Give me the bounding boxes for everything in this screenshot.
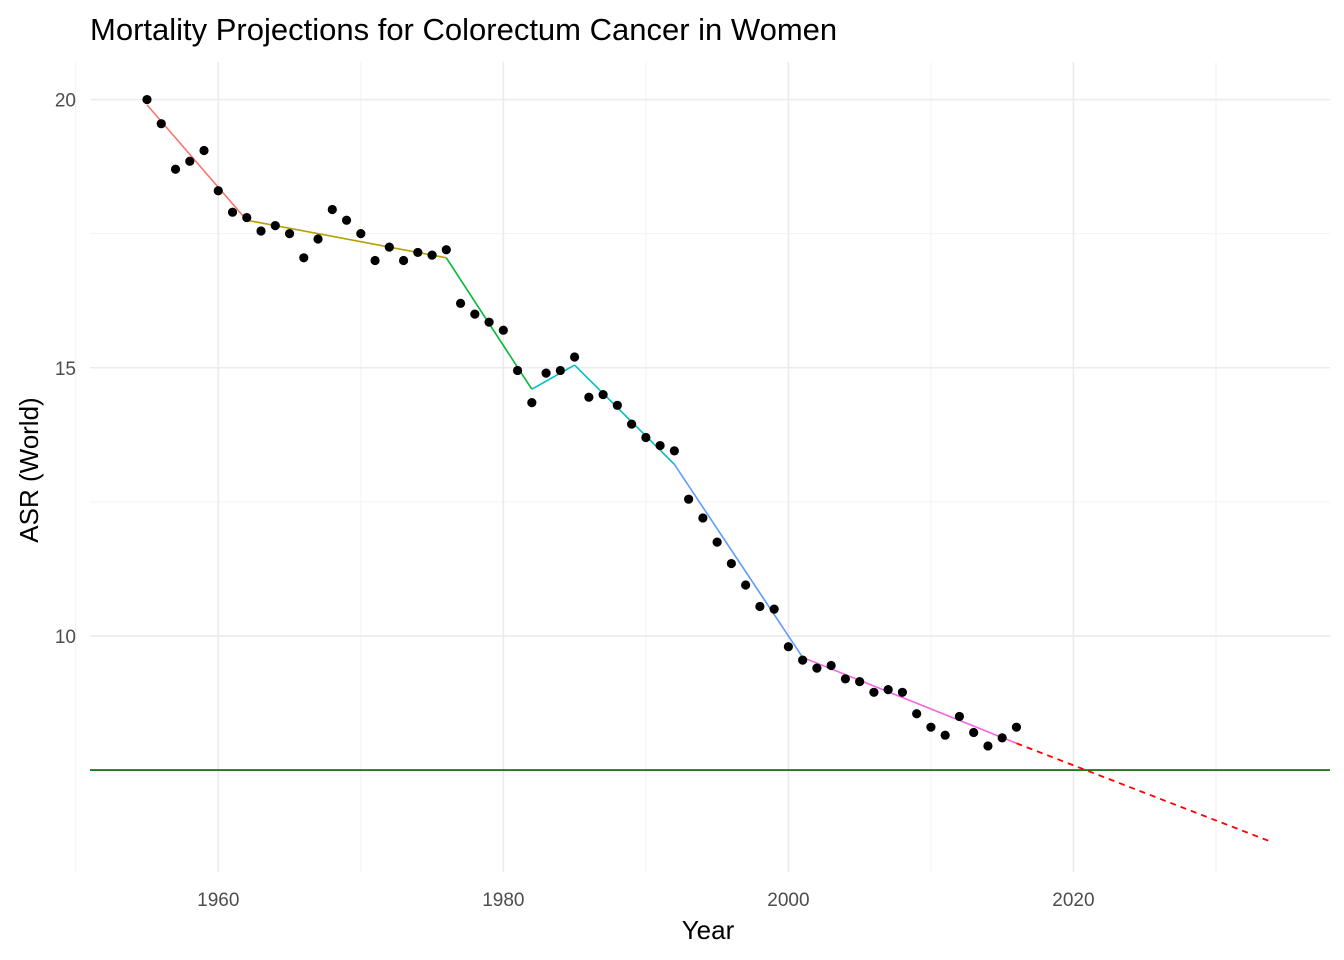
fit-segment-line	[531, 364, 575, 390]
data-point	[755, 601, 765, 612]
y-tick-label: 15	[55, 359, 76, 380]
data-point	[142, 94, 152, 105]
projection-line	[1016, 742, 1274, 844]
data-point	[912, 709, 922, 719]
data-point	[969, 727, 979, 738]
data-point	[983, 741, 993, 751]
x-tick-label: 1960	[197, 890, 239, 911]
data-point	[741, 580, 751, 590]
data-point	[541, 368, 551, 378]
data-point	[812, 663, 822, 673]
data-point	[783, 642, 793, 652]
data-point	[356, 229, 366, 239]
data-point	[655, 440, 665, 451]
fit-segment-line	[802, 656, 1017, 745]
x-tick-label: 2020	[1052, 890, 1094, 911]
data-point	[712, 537, 722, 547]
data-point	[384, 242, 394, 252]
data-point	[926, 722, 936, 732]
data-point	[555, 365, 565, 376]
data-point	[641, 432, 651, 443]
data-point	[284, 229, 295, 239]
data-point	[398, 255, 409, 266]
data-point	[869, 687, 879, 697]
fit-lines	[90, 104, 1330, 844]
data-point	[569, 352, 580, 362]
data-point	[512, 365, 523, 376]
data-point	[940, 730, 950, 740]
y-tick-label: 10	[55, 627, 76, 648]
data-point	[826, 660, 836, 671]
data-point	[954, 711, 965, 722]
data-point	[584, 392, 594, 402]
data-point	[199, 145, 209, 156]
data-point	[997, 733, 1007, 743]
data-point	[156, 119, 166, 129]
y-axis-ticks: 10 15 20	[55, 91, 76, 648]
data-point	[897, 687, 908, 697]
fit-segment-line	[246, 219, 447, 259]
data-point	[883, 685, 893, 695]
data-point	[527, 398, 537, 408]
data-point	[185, 156, 195, 166]
data-point	[242, 212, 252, 223]
y-axis-title: ASR (World)	[14, 397, 44, 542]
x-axis-ticks: 1960 1980 2000 2020	[197, 890, 1094, 911]
data-point	[313, 234, 323, 244]
data-point	[413, 247, 423, 258]
data-point	[726, 558, 736, 569]
data-point	[370, 255, 380, 266]
fit-segment-line	[673, 463, 804, 658]
chart-title: Mortality Projections for Colorectum Can…	[90, 12, 837, 47]
data-point	[484, 317, 494, 327]
data-point	[669, 446, 679, 456]
data-point	[769, 604, 779, 614]
data-point	[441, 245, 451, 255]
data-point	[327, 204, 337, 215]
x-tick-label: 1980	[482, 890, 524, 911]
data-point	[341, 215, 352, 225]
data-point	[627, 419, 637, 429]
y-tick-label: 20	[55, 91, 76, 112]
data-point	[798, 655, 808, 665]
data-point	[840, 674, 851, 684]
data-point	[455, 298, 466, 308]
data-point	[213, 186, 223, 196]
data-points	[142, 94, 1022, 751]
data-point	[598, 389, 608, 400]
data-point	[498, 325, 508, 335]
data-point	[470, 309, 480, 319]
data-point	[227, 207, 238, 217]
data-point	[170, 164, 181, 174]
data-point	[1011, 722, 1022, 732]
data-point	[698, 513, 708, 523]
data-point	[855, 676, 865, 687]
data-point	[684, 494, 694, 504]
data-point	[256, 226, 266, 236]
data-point	[270, 221, 280, 231]
grid	[75, 62, 1330, 872]
x-tick-label: 2000	[767, 890, 809, 911]
x-axis-title: Year	[682, 915, 735, 945]
data-point	[299, 253, 309, 263]
data-point	[612, 400, 622, 410]
data-point	[427, 250, 437, 260]
